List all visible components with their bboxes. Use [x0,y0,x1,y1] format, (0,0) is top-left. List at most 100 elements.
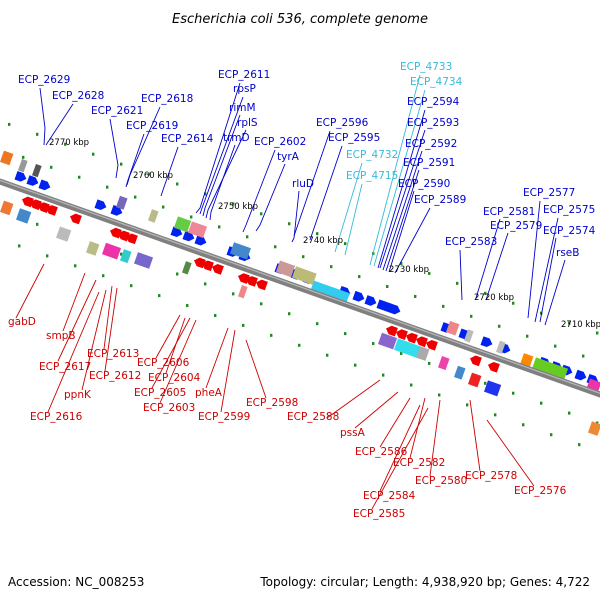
gene-label: pssA [340,427,366,439]
tick-dot [46,254,49,258]
gene-label: ECP_2628 [52,90,104,102]
leader-line [409,397,426,459]
gene-block [415,346,430,361]
tick-dot [540,401,543,405]
gene-label: ECP_2578 [465,470,517,482]
tick-dot [22,155,25,159]
gene-feature [119,249,132,264]
reverse-gene-arrow [406,332,418,344]
leader-line [104,287,118,372]
gene-feature [415,346,430,361]
gene-feature [194,257,206,269]
leader-line [291,190,300,243]
tick-dot [410,383,413,387]
leader-line [379,129,426,269]
tick-dot [466,403,469,407]
gene-label: ECP_2596 [316,117,369,129]
gene-feature [194,234,207,246]
gene-feature [393,338,425,360]
leader-line [475,218,501,299]
leader-line [293,130,331,237]
reverse-gene-arrow [194,257,206,269]
reverse-gene-arrow [70,213,82,225]
gene-block [393,338,425,360]
tick-dot [36,222,39,226]
gene-feature [85,241,100,256]
tick-dot [218,225,221,229]
reverse-gene-arrow [238,273,250,284]
tick-dot [214,313,217,317]
gene-label: ECP_2602 [254,136,306,148]
gene-block [181,261,192,275]
gene-feature [212,264,224,275]
gene-feature [30,199,42,211]
genome-backbone [0,178,600,398]
leader-line [459,249,463,301]
reverse-gene-arrow [118,230,130,242]
forward-gene-arrow [388,303,401,315]
gene-label: ECP_2584 [363,490,416,502]
leader-line [155,314,181,359]
gene-feature [55,226,72,242]
tick-dot [414,294,417,298]
leader-line [125,133,145,188]
forward-gene-arrow [480,336,493,348]
tick-dot [36,132,39,136]
gene-feature [256,279,268,291]
leader-line [159,319,197,404]
leader-line [429,399,441,477]
leader-line [81,289,107,391]
tick-dot [316,322,319,326]
gene-feature [31,163,42,178]
gene-feature [133,252,154,269]
leader-line [486,419,535,487]
gene-block [453,365,466,380]
leader-line [371,407,429,510]
gene-label: ECP_2629 [18,74,70,86]
reverse-gene-arrow [386,325,398,337]
figure-title: Escherichia coli 536, complete genome [172,12,428,27]
tick-dot [554,344,557,348]
tick-label-2730: 2730 kbp [389,265,429,275]
tick-dot [246,235,249,239]
leader-line [377,109,426,269]
gene-feature [202,260,214,272]
gene-block [377,332,398,350]
leader-line [373,89,426,267]
leader-line [354,391,399,429]
gene-label: ECP_2594 [407,96,460,108]
leader-line [195,82,241,214]
forward-strand-labels: ECP_2629 ECP_2628 ECP_2621 ECP_2618 ECP_… [18,61,596,259]
tick-dot [550,433,553,437]
gene-label: ECP_2583 [445,236,497,248]
gene-feature [396,329,408,340]
gene-feature [101,242,122,260]
gene-label: ECP_2579 [490,220,542,232]
forward-gene-arrow [38,179,51,191]
tick-dot [134,195,137,199]
tick-dot [330,265,333,269]
gene-feature [275,260,296,278]
gene-feature [70,213,82,225]
gene-feature [386,325,398,337]
tick-dot [232,292,235,296]
gene-label: ECP_2589 [414,194,466,206]
gene-block [119,249,132,264]
gene-label: ECP_2577 [523,187,575,199]
tick-dot [274,245,277,249]
gene-block [437,356,450,371]
tick-dot [382,373,385,377]
leader-line [539,237,557,323]
leader-line [485,232,509,301]
gene-label: ECP_4734 [410,76,463,88]
gene-block [115,195,128,210]
leader-line [379,397,411,448]
gene-block [133,252,154,269]
tick-dot [428,271,431,275]
gene-feature [237,285,248,299]
gene-label: ECP_2588 [287,411,339,423]
gene-feature [352,290,365,302]
gene-feature [495,340,506,354]
gene-block [229,242,251,260]
reverse-strand-labels: gabD smpB ECP_2617 ECP_2613 ECP_2612 ppn… [8,316,567,520]
